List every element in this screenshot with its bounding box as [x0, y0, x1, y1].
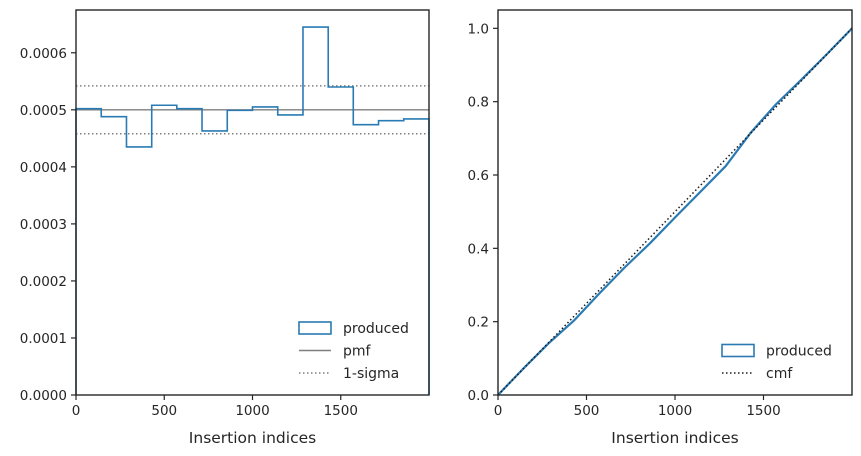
legend-label-1-sigma: 1-sigma [343, 366, 399, 382]
legend-label-produced: produced [343, 321, 409, 337]
y-tick-label: 0.0003 [20, 217, 67, 233]
histogram-legend: produced pmf 1-sigma [298, 321, 409, 382]
legend-key-produced [298, 321, 332, 335]
legend-label-pmf: pmf [343, 344, 372, 360]
x-tick-label: 500 [151, 403, 177, 419]
x-tick-label: 1500 [324, 403, 358, 419]
histogram-bin [126, 147, 151, 395]
x-tick-label: 0 [72, 403, 81, 419]
histogram-panel: 0 500 1000 1500 0.0000 0.0001 0.0002 0.0003 0.00… [20, 9, 430, 447]
histogram-bin [152, 105, 177, 395]
y-tick-label: 0.6 [468, 168, 489, 184]
y-tick-label: 0.0006 [20, 46, 67, 62]
cumulative-panel: 0 500 1000 1500 0.0 0.2 0.4 0.6 0.8 1.0 Insertion… [468, 9, 853, 447]
y-tick-label: 0.0002 [20, 274, 67, 290]
cumulative-x-axis-label: Insertion indices [611, 429, 738, 447]
cmf-line [497, 27, 853, 396]
histogram-bin [177, 109, 202, 395]
cumulative-legend: produced cmf [721, 343, 832, 382]
histogram-bin [278, 115, 303, 395]
histogram-bin [202, 131, 227, 395]
histogram-bin [253, 107, 278, 395]
y-tick-label: 0.0 [468, 388, 489, 404]
legend-key-produced [721, 343, 755, 358]
x-tick-label: 500 [574, 403, 600, 419]
y-tick-label: 0.0000 [20, 388, 67, 404]
histogram-bin [76, 109, 101, 395]
histogram-bin [379, 121, 404, 395]
y-tick-label: 1.0 [468, 21, 489, 37]
cumulative-axes-frame [497, 9, 853, 396]
histogram-bin [101, 117, 126, 395]
histogram-bin [227, 110, 252, 395]
histogram-bin [404, 119, 429, 395]
y-tick-label: 0.0005 [20, 103, 67, 119]
y-tick-label: 0.2 [468, 315, 489, 331]
histogram-bin [303, 27, 328, 395]
x-tick-label: 0 [494, 403, 503, 419]
legend-label-cmf: cmf [766, 366, 793, 382]
y-tick-label: 0.0004 [20, 160, 67, 176]
x-tick-label: 1000 [658, 403, 692, 419]
histogram-axes-frame [75, 9, 430, 396]
y-tick-label: 0.8 [468, 95, 489, 111]
legend-label-produced: produced [766, 344, 832, 360]
x-tick-label: 1500 [746, 403, 780, 419]
x-tick-label: 1000 [235, 403, 269, 419]
y-tick-label: 0.0001 [20, 331, 67, 347]
histogram-x-axis-label: Insertion indices [189, 429, 316, 447]
y-tick-label: 0.4 [468, 241, 489, 257]
produced-histogram-step [75, 26, 430, 395]
